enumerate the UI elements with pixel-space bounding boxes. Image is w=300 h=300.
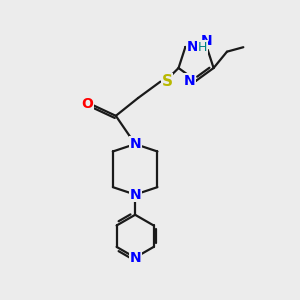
Text: H: H bbox=[198, 41, 207, 54]
Text: N: N bbox=[129, 188, 141, 202]
Text: N: N bbox=[184, 74, 195, 88]
Text: N: N bbox=[129, 137, 141, 151]
Text: O: O bbox=[81, 97, 93, 111]
Text: S: S bbox=[161, 74, 172, 89]
Text: N: N bbox=[187, 40, 199, 54]
Text: N: N bbox=[129, 250, 141, 265]
Text: N: N bbox=[201, 34, 213, 48]
